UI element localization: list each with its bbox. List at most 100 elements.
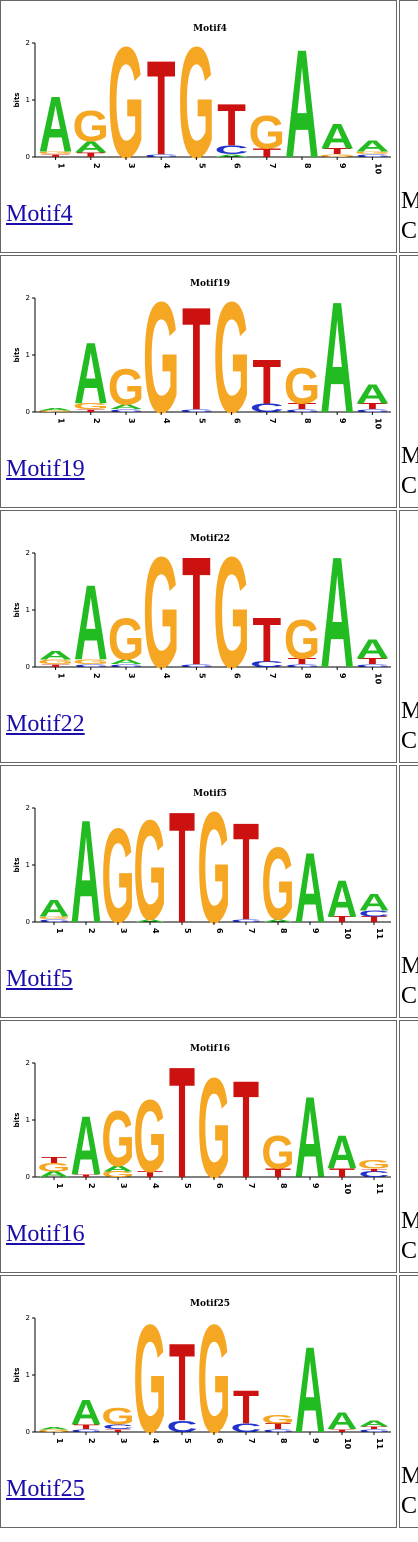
logo-letter-A: A [71,789,102,944]
logo-letter-C: C [109,409,143,413]
svg-text:G: G [133,1079,166,1194]
svg-text:T: T [288,402,317,411]
logo-letter-T: T [233,1051,259,1199]
motif-link[interactable]: Motif4 [6,201,73,227]
svg-text:T: T [265,1422,291,1431]
svg-text:C: C [103,1424,134,1431]
position-label: 9 [338,418,347,424]
position-label: 11 [375,1438,384,1450]
svg-text:T: T [323,147,352,156]
logo-letter-A: A [359,1419,390,1428]
svg-text:A: A [39,80,73,169]
logo-letter-G: G [284,609,321,671]
position-label: 3 [119,1438,128,1444]
motif-cell: Motif22 0 1 2 bits T G A 1 C G A 2 C A G 3 G 4 C T 5 G 6 C T 7 C T G 8… [0,510,397,763]
y-tick-label: 0 [26,918,30,926]
svg-text:A: A [74,564,108,683]
svg-text:C: C [179,664,213,668]
logo-letter-C: C [231,1421,262,1434]
y-tick-label: 0 [26,1173,30,1181]
svg-text:C: C [359,1170,390,1179]
logo-letter-T: T [329,1166,355,1179]
logo-letter-A: A [355,137,389,155]
position-label: 2 [87,928,96,934]
logo-letter-T: T [361,915,387,924]
svg-text:C: C [263,1429,294,1433]
svg-text:C: C [71,1429,102,1433]
logo-letter-G: G [143,268,180,434]
logo-letter-C: C [355,664,389,668]
logo-letter-A: A [109,659,143,666]
y-tick-label: 0 [26,153,30,161]
motif-link[interactable]: Motif5 [6,966,73,992]
logo-letter-C: C [109,664,143,668]
svg-text:T: T [361,915,387,924]
logo-letter-A: A [285,19,319,179]
detail-text-line2: C [401,728,418,754]
svg-text:G: G [101,1095,134,1183]
logo-letter-T: T [323,147,352,156]
logo-letter-C: C [355,154,389,158]
position-label: 6 [215,1438,224,1444]
svg-text:T: T [41,154,70,158]
position-label: 10 [343,928,352,940]
svg-text:G: G [108,607,145,672]
detail-cell: MC [399,510,418,763]
y-axis-label: bits [13,348,21,363]
logo-letter-T: T [265,1166,291,1179]
motif-cell: Motif25 0 1 2 bits G A 1 C T A 2 T C G 3 G 4 C T 5 G 6 C T 7 C T G 8 A… [0,1275,397,1528]
svg-text:T: T [329,1166,355,1179]
motif-link[interactable]: Motif25 [6,1476,85,1502]
logo-letter-A: A [39,896,70,922]
logo-letter-G: G [197,1050,230,1199]
motif-link[interactable]: Motif19 [6,456,85,482]
svg-text:G: G [73,402,109,411]
logo-letter-A: A [135,919,166,923]
logo-letter-A: A [39,649,73,662]
position-label: 7 [247,928,256,934]
svg-text:T: T [361,1168,388,1172]
svg-text:G: G [261,1413,294,1426]
motif-link[interactable]: Motif22 [6,711,85,737]
detail-cell: MC [399,1275,418,1528]
position-label: 7 [268,673,277,679]
svg-text:G: G [213,523,250,689]
motif-link[interactable]: Motif16 [6,1221,85,1247]
svg-text:C: C [285,409,319,413]
detail-text-line1: M [401,1461,418,1491]
detail-text-line2: C [401,473,418,499]
svg-text:T: T [288,657,317,666]
position-label: 9 [311,928,320,934]
svg-text:T: T [76,409,105,413]
svg-text:G: G [143,523,180,689]
svg-text:G: G [133,1292,166,1454]
logo-letter-T: T [137,1170,163,1179]
svg-text:G: G [197,1292,230,1454]
logo-letter-C: C [285,409,319,413]
y-tick-label: 1 [26,1116,30,1124]
logo-letter-T: T [288,657,317,666]
svg-text:G: G [73,659,110,666]
svg-text:A: A [327,1125,358,1179]
svg-text:C: C [109,664,143,668]
position-label: 1 [55,1183,64,1189]
y-tick-label: 2 [26,1314,30,1322]
logo-letter-G: G [37,410,74,413]
logo-letter-G: G [37,659,74,666]
y-tick-label: 1 [26,351,30,359]
logo-letter-T: T [217,93,246,158]
logo-letter-G: G [133,792,166,944]
y-axis-label: bits [13,1368,21,1383]
position-label: 1 [57,418,66,424]
svg-text:C: C [215,144,249,157]
detail-cell: MC [399,255,418,508]
svg-text:G: G [143,268,180,434]
logo-letter-G: G [357,1158,390,1171]
position-label: 5 [197,163,206,169]
y-axis-label: bits [13,858,21,873]
y-tick-label: 2 [26,39,30,47]
svg-text:G: G [108,13,145,179]
logo-letter-T: T [76,152,105,159]
svg-text:A: A [109,659,143,666]
